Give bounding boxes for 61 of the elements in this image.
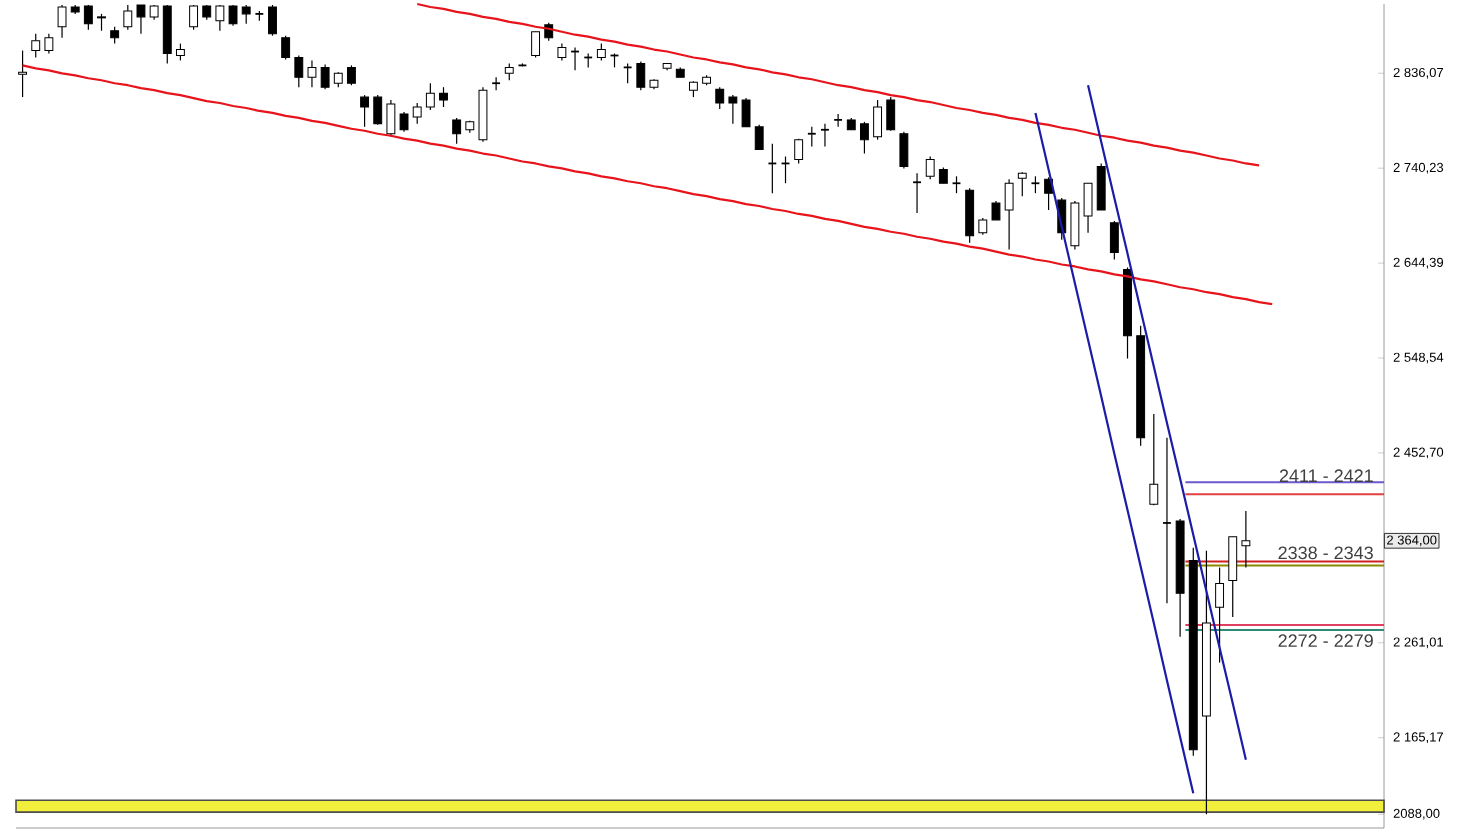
candlestick — [162, 4, 172, 65]
candlestick — [44, 33, 54, 55]
candlestick — [794, 138, 804, 165]
candlestick — [412, 102, 422, 125]
candlestick — [491, 76, 501, 91]
candlestick — [873, 99, 883, 141]
candlestick — [57, 4, 67, 39]
candlestick — [991, 200, 1001, 221]
annotation: 2338 - 2343 — [1278, 546, 1373, 560]
candlestick — [728, 94, 738, 125]
candlestick — [1017, 171, 1027, 197]
candlestick — [346, 64, 356, 86]
candlestick — [268, 4, 277, 37]
annotation: 2272 - 2279 — [1278, 634, 1373, 648]
candlestick — [636, 60, 646, 91]
line-series — [21, 64, 1274, 306]
candlestick — [386, 99, 396, 138]
candlestick — [820, 123, 830, 148]
candlestick — [1162, 437, 1172, 604]
candlestick — [1004, 178, 1014, 251]
line-series — [416, 2, 1261, 167]
candlestick — [307, 59, 317, 88]
candlestick — [18, 49, 28, 98]
candlestick — [1096, 162, 1106, 211]
candlestick — [452, 117, 462, 145]
candlestick — [425, 82, 435, 111]
annotation: 2411 - 2421 — [1279, 469, 1373, 482]
candlestick — [1215, 566, 1225, 664]
candlestick — [320, 63, 330, 90]
candlestick — [925, 155, 935, 180]
candlestick — [31, 33, 41, 59]
candlestick — [360, 94, 370, 128]
candlestick — [373, 94, 383, 126]
candlestick — [806, 126, 817, 148]
candlestick — [531, 31, 541, 59]
candlestick — [215, 4, 225, 32]
candlestick — [833, 113, 843, 128]
candlestick — [439, 86, 448, 108]
candlestick — [1241, 510, 1251, 569]
candlestick — [622, 62, 633, 84]
candlestick — [899, 131, 909, 169]
candlestick — [741, 97, 751, 128]
candlestick — [294, 54, 304, 88]
candlestick — [886, 96, 896, 132]
candlestick — [912, 172, 922, 214]
candlestick — [136, 4, 146, 35]
candlestick — [1228, 536, 1238, 618]
candlestick — [241, 4, 251, 25]
candlestick — [1070, 200, 1080, 251]
candlestick — [965, 187, 975, 244]
candlestick — [1083, 182, 1093, 234]
candlestick — [281, 35, 291, 61]
candlestick — [715, 86, 725, 110]
candlestick — [1109, 220, 1119, 261]
candlestick — [123, 4, 133, 31]
candlestick — [399, 111, 409, 133]
candlestick — [859, 121, 869, 155]
candlestick — [83, 4, 93, 31]
candlestick — [1149, 413, 1159, 506]
candlestick — [754, 124, 764, 151]
candlestick — [189, 4, 199, 31]
